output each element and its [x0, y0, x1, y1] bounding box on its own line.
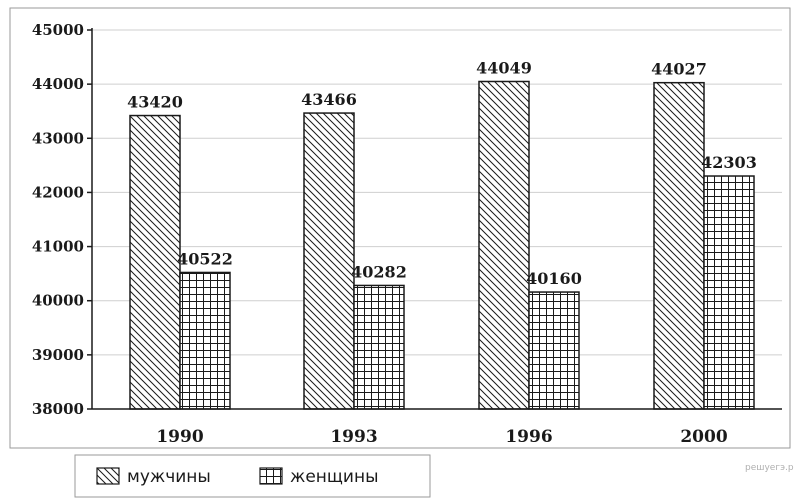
y-tick-label: 44000 [32, 75, 84, 93]
data-label-women-1993: 40282 [351, 262, 407, 281]
bar-women-1990 [179, 271, 231, 410]
data-label-men-1996: 44049 [476, 58, 532, 77]
x-axis: 1990 1993 1996 2000 [92, 408, 782, 447]
legend-label-women: женщины [290, 467, 379, 487]
bar-women-2000 [703, 175, 755, 410]
legend-swatch-women [259, 467, 283, 485]
data-label-women-2000: 42303 [701, 153, 757, 172]
bars [129, 80, 755, 410]
bar-men-2000 [653, 81, 705, 410]
y-tick-label: 40000 [32, 292, 84, 310]
y-tick-label: 39000 [32, 346, 84, 364]
y-tick-label: 42000 [32, 183, 84, 201]
x-tick-label: 1990 [156, 427, 203, 447]
y-tick-label: 38000 [32, 400, 84, 418]
plot-frame [9, 7, 791, 449]
x-tick-label: 1993 [330, 427, 377, 447]
legend-swatch-men [96, 467, 120, 485]
bar-men-1996 [478, 80, 530, 410]
y-tick-label: 45000 [32, 21, 84, 39]
data-labels: 43420 40522 43466 40282 44049 40160 44027 42303 [127, 58, 757, 288]
data-label-women-1990: 40522 [177, 249, 233, 268]
data-label-men-1993: 43466 [301, 90, 357, 109]
data-label-men-1990: 43420 [127, 93, 183, 112]
legend-label-men: мужчины [127, 467, 211, 487]
legend: мужчины женщины [74, 454, 431, 498]
y-axis: 38000 39000 40000 41000 42000 43000 44000 45000 [32, 21, 93, 418]
x-tick-label: 2000 [680, 427, 727, 447]
y-tick-label: 43000 [32, 129, 84, 147]
data-label-women-1996: 40160 [526, 269, 582, 288]
bar-women-1993 [353, 284, 405, 410]
data-label-men-2000: 44027 [651, 60, 707, 79]
bar-men-1990 [129, 114, 181, 410]
y-tick-label: 41000 [32, 238, 84, 256]
watermark: решуегэ.р [745, 463, 794, 473]
bar-women-1996 [528, 291, 580, 410]
bar-men-1993 [303, 112, 355, 410]
x-tick-label: 1996 [505, 427, 552, 447]
legend-box [74, 454, 431, 498]
